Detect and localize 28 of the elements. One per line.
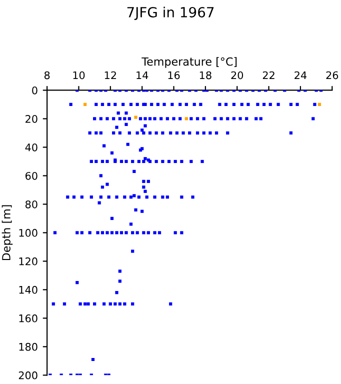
y-tick-label: 120 [19,257,38,266]
x-tick-label: 22 [262,71,274,80]
y-axis-title: Depth [m] [2,205,13,260]
x-axis-title: Temperature [°C] [142,57,237,68]
y-tick-label: 180 [19,342,38,351]
x-tick-label: 20 [231,71,244,80]
y-tick-label: 0 [32,86,38,94]
y-tick-label: 80 [25,200,38,208]
y-tick-label: 40 [25,143,38,152]
x-tick-label: 26 [326,71,338,80]
x-tick-label: 10 [73,71,85,80]
x-tick-label: 12 [104,71,116,80]
chart-title: 7JFG in 1967 [127,6,214,20]
y-tick-label: 160 [19,314,38,322]
y-tick-label: 20 [26,114,38,123]
point [318,102,322,106]
point [134,116,138,119]
y-tick-label: 100 [19,228,38,237]
x-tick-label: 18 [200,71,212,80]
x-tick-label: 24 [294,71,306,80]
x-tick-label: 14 [136,71,148,80]
x-tick-label: 8 [44,71,50,80]
y-tick-label: 200 [18,371,38,380]
y-tick-label: 140 [19,286,38,294]
y-tick-label: 60 [26,172,38,180]
point [84,102,87,106]
x-tick-label: 16 [168,71,180,80]
point [184,117,188,120]
